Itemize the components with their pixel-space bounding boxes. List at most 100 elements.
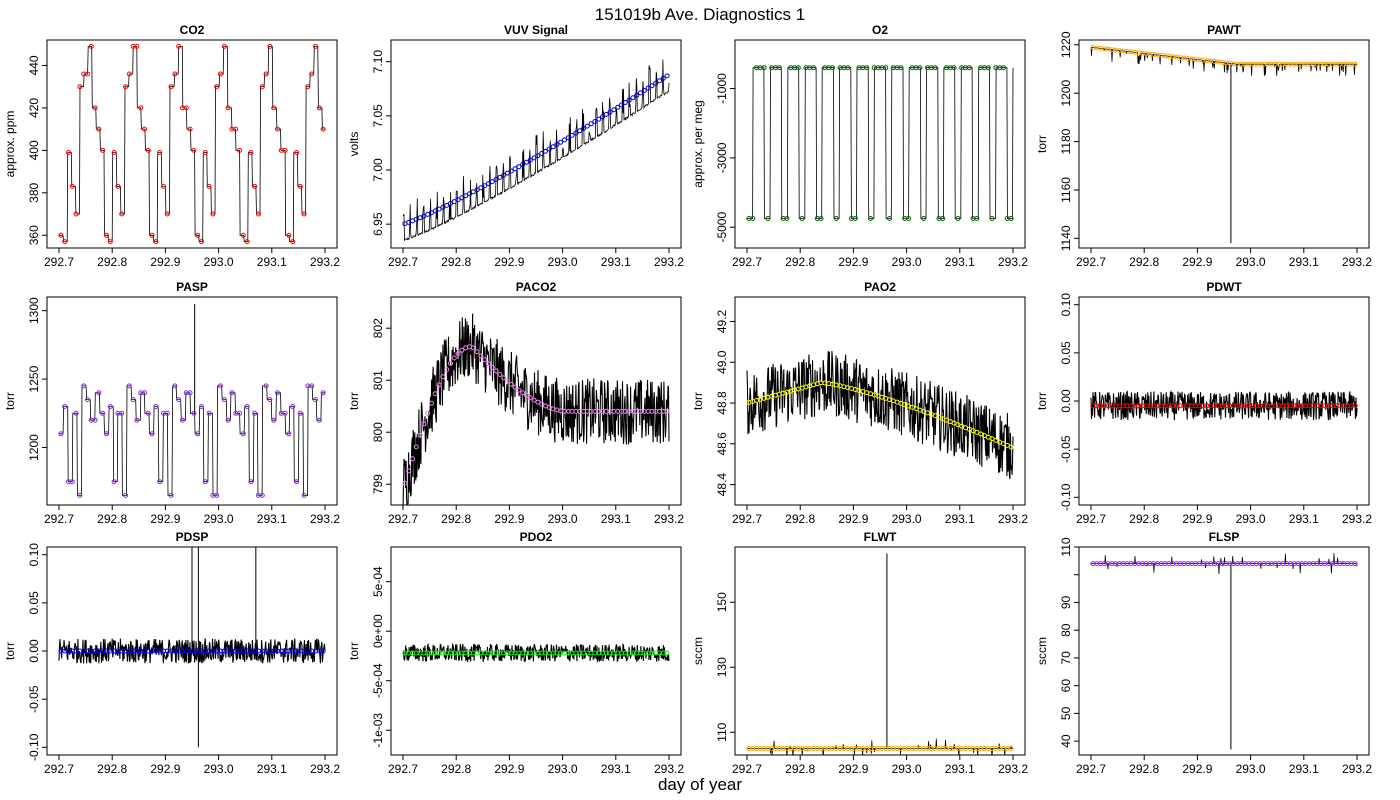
mean-marker: [470, 345, 476, 351]
mean-marker: [282, 410, 288, 416]
mean-marker: [524, 392, 529, 398]
mean-marker: [168, 84, 174, 90]
raw-trace: [59, 46, 325, 242]
mean-marker: [444, 202, 450, 208]
x-tick-label: 292.8: [441, 512, 471, 526]
plot-frame: [734, 296, 1026, 506]
mean-marker: [664, 650, 670, 656]
x-tick-label: 293.0: [1236, 255, 1266, 269]
mean-marker: [497, 372, 503, 377]
panel-pao2: PAO2 torr 292.7 292.8 292.9 293.0 293.1 293.2 48…: [691, 280, 1028, 526]
mean-marker: [313, 397, 318, 403]
mean-marker: [126, 71, 132, 77]
mean-marker: [974, 216, 980, 221]
panel-co2: CO2 approx. ppm 292.7 292.8 292.9 293.0 293.1 2…: [3, 23, 340, 269]
y-tick-label: -0.10: [27, 733, 41, 761]
x-tick-label: 293.2: [998, 512, 1028, 526]
mean-marker: [267, 43, 273, 49]
mean-marker: [81, 383, 87, 389]
mean-marker: [195, 232, 201, 238]
mean-marker: [550, 144, 556, 150]
y-tick-label: 60: [1059, 679, 1073, 693]
x-tick-label: 292.9: [494, 255, 524, 269]
raw-trace: [1090, 390, 1358, 421]
y-tick-label: 49.2: [715, 309, 729, 333]
mean-marker: [932, 65, 938, 71]
mean-marker: [425, 410, 431, 416]
mean-marker: [883, 65, 889, 71]
y-tick-label: -0.05: [27, 685, 41, 713]
mean-marker: [187, 126, 193, 132]
mean-marker: [263, 383, 269, 389]
mean-marker: [444, 367, 450, 373]
mean-marker: [259, 492, 265, 498]
mean-marker: [554, 142, 560, 147]
mean-marker: [69, 183, 75, 189]
y-tick-label: 1180: [1059, 128, 1073, 154]
x-tick-label: 292.7: [1076, 512, 1106, 526]
mean-marker: [145, 410, 151, 416]
y-tick-label: 70: [1059, 651, 1073, 665]
panel-o2: O2 approx. per meg 292.7 292.8 292.9 293.0 293…: [691, 23, 1028, 269]
y-tick-label: 801: [371, 370, 385, 390]
mean-marker: [649, 83, 655, 89]
mean-marker: [297, 183, 303, 189]
mean-marker: [641, 88, 647, 93]
mean-marker: [267, 397, 273, 403]
y-tick-label: 0e+00: [371, 614, 385, 648]
panel-title: FLWT: [864, 530, 897, 544]
x-tick-label: 292.8: [1129, 255, 1159, 269]
plot-frame: [390, 546, 682, 756]
mean-marker: [664, 73, 670, 79]
mean-marker: [1008, 444, 1014, 450]
mean-marker: [237, 410, 242, 416]
mean-marker: [417, 432, 423, 438]
x-tick-label: 293.2: [310, 255, 340, 269]
x-tick-label: 292.7: [1076, 255, 1106, 269]
mean-marker: [516, 387, 522, 393]
mean-marker: [123, 492, 128, 498]
panel-title: O2: [872, 23, 888, 37]
y-tick-label: 800: [371, 422, 385, 442]
x-tick-label: 292.9: [150, 512, 180, 526]
mean-marker: [440, 374, 446, 380]
mean-marker: [421, 421, 427, 427]
mean-marker: [577, 128, 583, 134]
mean-marker: [784, 216, 790, 221]
panel-paco2: PACO2 torr 292.7 292.8 292.9 293.0 293.1 293.2 7…: [347, 280, 684, 526]
mean-marker: [96, 126, 102, 132]
mean-marker: [58, 431, 64, 437]
mean-marker: [966, 65, 972, 71]
mean-marker: [290, 239, 296, 245]
x-tick-label: 292.8: [97, 762, 127, 776]
mean-marker: [73, 410, 79, 416]
mean-marker: [486, 361, 491, 367]
mean-marker: [256, 211, 261, 217]
mean-marker: [600, 114, 605, 120]
mean-marker: [1352, 561, 1358, 567]
x-tick-label: 292.9: [494, 512, 524, 526]
x-tick-label: 293.2: [998, 762, 1028, 776]
plot-area: [746, 351, 1014, 480]
y-tick-label: -5000: [715, 212, 729, 243]
mean-marker: [845, 65, 851, 71]
mean-marker: [252, 410, 258, 416]
mean-marker: [58, 232, 64, 238]
y-tick-label: 802: [371, 318, 385, 338]
mean-marker: [305, 84, 311, 90]
x-tick-label: 292.7: [44, 512, 74, 526]
mean-marker: [202, 479, 208, 485]
mean-marker: [818, 216, 824, 221]
y-tick-label: -3000: [715, 142, 729, 173]
mean-marker: [436, 206, 442, 212]
mean-marker: [619, 102, 624, 108]
mean-marker: [73, 211, 79, 217]
plot-frame: [46, 296, 338, 506]
mean-marker: [795, 65, 801, 71]
mean-marker: [603, 111, 609, 117]
mean-marker: [410, 456, 415, 462]
x-tick-label: 293.1: [945, 762, 975, 776]
plot-area: [402, 642, 670, 664]
plot-frame: [390, 39, 682, 249]
y-tick-label: 150: [715, 592, 729, 612]
